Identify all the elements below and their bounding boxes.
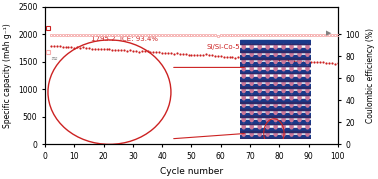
Text: ≈: ≈ bbox=[50, 53, 57, 62]
Y-axis label: Specific capacity (mAh g⁻¹): Specific capacity (mAh g⁻¹) bbox=[3, 23, 12, 128]
Y-axis label: Coulombic efficiency (%): Coulombic efficiency (%) bbox=[366, 28, 375, 123]
X-axis label: Cycle number: Cycle number bbox=[160, 166, 223, 176]
Text: 1795.2  ICE: 93.4%: 1795.2 ICE: 93.4% bbox=[91, 36, 158, 42]
Text: ▶: ▶ bbox=[326, 30, 332, 36]
Text: Si/Si-Co-5: Si/Si-Co-5 bbox=[206, 44, 240, 50]
